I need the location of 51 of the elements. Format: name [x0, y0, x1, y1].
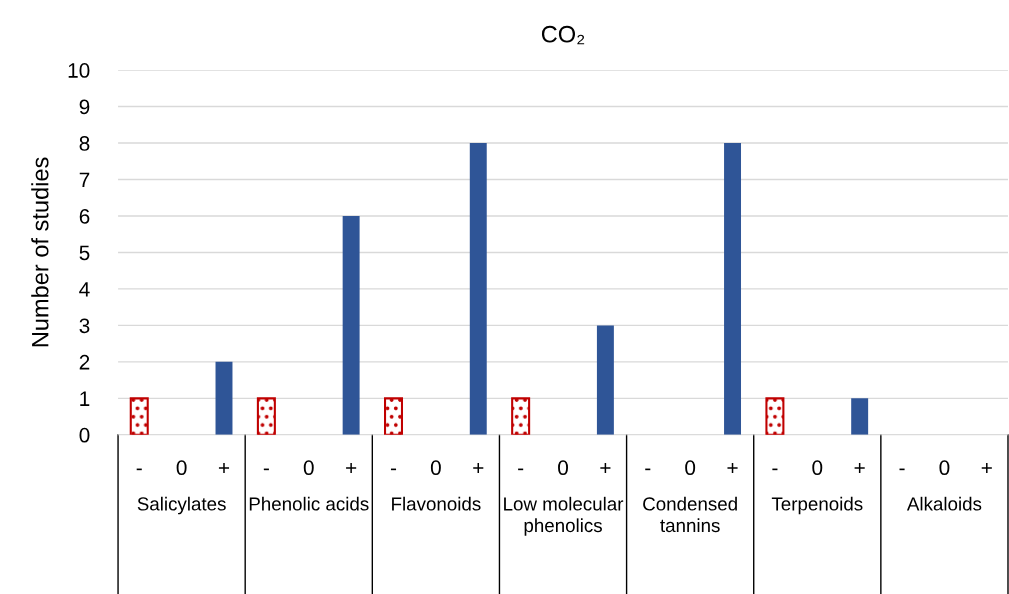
bar — [215, 361, 233, 435]
y-tick-label: 3 — [79, 318, 90, 334]
bar — [129, 397, 149, 435]
text: Flavonoids — [392, 496, 481, 511]
x-tick-label: + — [981, 462, 992, 474]
x-tick-label: + — [727, 462, 738, 474]
x-tick-label: + — [218, 462, 230, 474]
x-tick-label: 0 — [939, 460, 950, 476]
y-tick-label: 9 — [79, 99, 90, 115]
text: Salicylates — [137, 496, 226, 515]
y-tick-label: 0 — [79, 427, 90, 443]
x-tick-label: + — [473, 462, 484, 474]
y-tick-label: 5 — [79, 245, 90, 261]
x-tick-label: 0 — [685, 460, 696, 476]
x-tick-label: - — [518, 468, 524, 471]
x-tick-label: - — [263, 468, 269, 471]
text: Phenolic acids — [249, 496, 369, 511]
text: Low molecular phenolics — [504, 496, 624, 536]
y-tick-label: 10 — [68, 63, 90, 78]
bar — [511, 397, 531, 435]
y-tick-label: 1 — [80, 391, 90, 406]
x-tick-label: - — [136, 468, 142, 471]
bar — [724, 143, 742, 435]
x-tick-label: 0 — [176, 460, 187, 476]
y-axis-title: Number of studies — [31, 157, 49, 347]
y-tick-label: 7 — [79, 172, 90, 188]
text: Condensed tannins — [643, 496, 737, 533]
x-tick-label: 0 — [430, 460, 441, 476]
x-tick-label: 0 — [303, 460, 314, 476]
y-tick-label: 2 — [79, 354, 90, 370]
bar — [256, 397, 276, 435]
bar — [469, 143, 487, 435]
x-tick-label: 0 — [558, 460, 568, 476]
x-tick-label: - — [390, 468, 397, 471]
x-tick-label: + — [854, 462, 865, 474]
chart-title: CO₂ — [541, 25, 585, 45]
x-tick-label: + — [346, 462, 357, 474]
bar — [342, 215, 360, 435]
x-tick-label: 0 — [812, 460, 823, 476]
bar — [765, 397, 785, 435]
x-tick-label: - — [645, 468, 651, 471]
text: Terpenoids — [771, 496, 863, 515]
y-tick-label: 8 — [79, 136, 90, 151]
y-tick-label: 4 — [79, 282, 90, 297]
y-tick-label: 6 — [79, 208, 90, 224]
x-tick-label: - — [772, 468, 778, 471]
bar — [851, 398, 869, 435]
x-tick-label: + — [600, 462, 611, 474]
text: Alkaloids — [906, 496, 982, 511]
x-tick-label: - — [899, 468, 905, 471]
bar — [596, 325, 614, 435]
